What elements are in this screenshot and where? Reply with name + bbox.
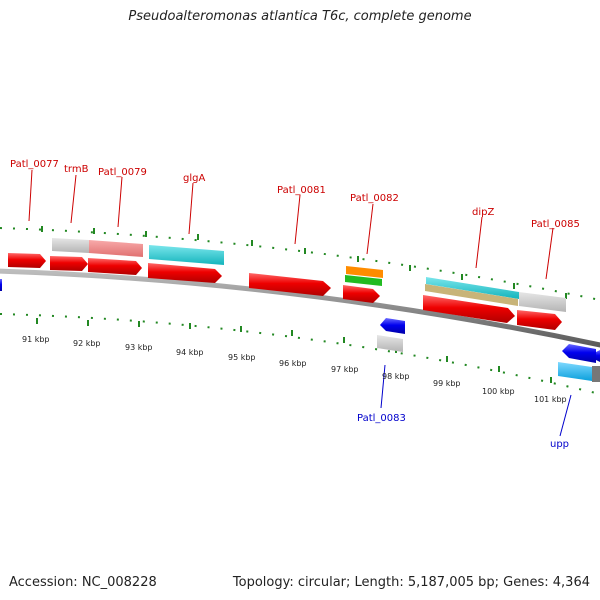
scale-label-100-kbp: 100 kbp bbox=[482, 387, 515, 396]
scale-label-101-kbp: 101 kbp bbox=[534, 395, 567, 404]
gene-label-patl-0081[interactable]: Patl_0081 bbox=[277, 185, 326, 196]
scale-label-99-kbp: 99 kbp bbox=[433, 379, 461, 388]
reverse-cds-edge-right bbox=[596, 350, 600, 362]
gene-label-patl-0085[interactable]: Patl_0085 bbox=[531, 219, 580, 230]
cds-patl-0083-reverse[interactable] bbox=[380, 318, 405, 334]
cds-patl-0081[interactable] bbox=[249, 273, 331, 296]
gene-label-patl-0083[interactable]: Patl_0083 bbox=[357, 413, 406, 424]
gene-label-trmb[interactable]: trmB bbox=[64, 164, 89, 175]
gene-label-dipz[interactable]: dipZ bbox=[472, 207, 494, 218]
cds-dipz[interactable] bbox=[423, 295, 515, 323]
cds-patl-0077[interactable] bbox=[8, 253, 46, 268]
scale-label-98-kbp: 98 kbp bbox=[382, 372, 410, 381]
cds-glga[interactable] bbox=[148, 263, 222, 283]
cds-upp-reverse[interactable] bbox=[562, 344, 596, 363]
forward-strand-tick-track bbox=[0, 227, 600, 301]
gene-label-patl-0079[interactable]: Patl_0079 bbox=[98, 167, 147, 178]
cds-patl-0085[interactable] bbox=[517, 310, 562, 330]
forward-label-leaders bbox=[28, 169, 554, 280]
genome-title: Pseudoalteromonas atlantica T6c, complet… bbox=[128, 9, 472, 24]
cds-patl-0082[interactable] bbox=[343, 285, 380, 303]
reverse-cds-edge-left bbox=[0, 279, 2, 291]
scale-label-97-kbp: 97 kbp bbox=[331, 365, 359, 374]
gene-label-patl-0082[interactable]: Patl_0082 bbox=[350, 193, 399, 204]
gene-label-patl-0077[interactable]: Patl_0077 bbox=[10, 159, 59, 170]
feature-dipz-tan[interactable] bbox=[425, 284, 518, 306]
feature-edge-right-grey bbox=[592, 366, 600, 382]
feature-dipz-cyan[interactable] bbox=[426, 277, 519, 299]
feature-patl-0083-grey[interactable] bbox=[377, 335, 403, 352]
feature-patl-0082-green[interactable] bbox=[345, 275, 382, 286]
scale-tick-track bbox=[0, 313, 600, 395]
scale-label-93-kbp: 93 kbp bbox=[125, 343, 153, 352]
scale-label-94-kbp: 94 kbp bbox=[176, 348, 204, 357]
gene-label-glga[interactable]: glgA bbox=[183, 173, 205, 184]
cds-trmb[interactable] bbox=[50, 256, 88, 271]
forward-gene-labels: Patl_0077 trmB Patl_0079 glgA Patl_0081 … bbox=[10, 159, 580, 230]
scale-label-95-kbp: 95 kbp bbox=[228, 353, 256, 362]
feature-trmb-grey[interactable] bbox=[52, 238, 89, 253]
scale-labels: 91 kbp 92 kbp 93 kbp 94 kbp 95 kbp 96 kb… bbox=[22, 335, 567, 404]
feature-patl-0085-grey[interactable] bbox=[519, 292, 566, 312]
accession-text: Accession: NC_008228 bbox=[9, 575, 157, 590]
scale-label-91-kbp: 91 kbp bbox=[22, 335, 50, 344]
feature-patl-0082-orange[interactable] bbox=[346, 266, 383, 278]
scale-label-92-kbp: 92 kbp bbox=[73, 339, 101, 348]
genome-backbone bbox=[0, 268, 600, 348]
cds-patl-0079[interactable] bbox=[88, 258, 142, 275]
feature-upp-lightblue[interactable] bbox=[558, 362, 592, 381]
topology-text: Topology: circular; Length: 5,187,005 bp… bbox=[232, 575, 590, 590]
gene-label-upp[interactable]: upp bbox=[550, 439, 569, 450]
feature-glga-cyan[interactable] bbox=[149, 245, 224, 265]
scale-label-96-kbp: 96 kbp bbox=[279, 359, 307, 368]
feature-patl-0079-pink[interactable] bbox=[89, 240, 143, 257]
reverse-gene-labels: Patl_0083 upp bbox=[357, 413, 569, 450]
reverse-label-leaders bbox=[380, 364, 572, 437]
scale-major-ticks bbox=[36, 318, 552, 383]
forward-major-ticks bbox=[41, 226, 567, 299]
